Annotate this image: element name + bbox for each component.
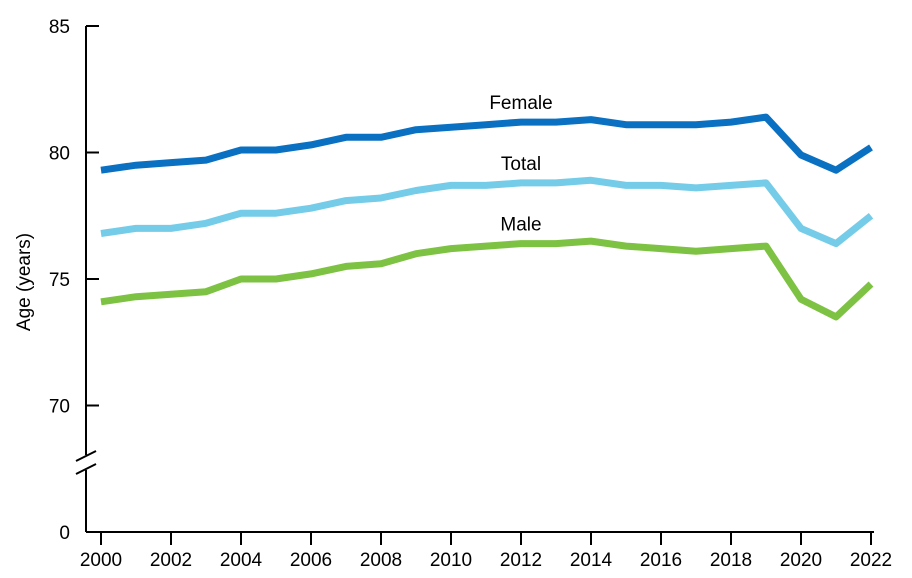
- x-tick-label-2006: 2006: [290, 550, 332, 571]
- x-tick-label-2004: 2004: [220, 550, 263, 571]
- x-tick-label-2022: 2022: [850, 550, 892, 571]
- y-tick-label-0: 0: [59, 523, 70, 544]
- axis-break-mark-1: [75, 450, 97, 462]
- series-line-female: [100, 113, 873, 174]
- axis-break-mark-2: [75, 463, 97, 475]
- x-tick-label-2016: 2016: [640, 550, 682, 571]
- series-labels: Female Total Male: [489, 93, 552, 235]
- series-group: [100, 113, 874, 321]
- y-tick-label-75: 75: [49, 270, 70, 291]
- x-tick-label-2000: 2000: [80, 550, 122, 571]
- y-ticks: 0 70 75 80 85: [49, 17, 99, 544]
- x-ticks: 2000 2002 2004 2006 2008 2010 2012 2014 2016 2018…: [80, 532, 892, 571]
- series-label-total: Total: [501, 154, 541, 175]
- series-line-male: [100, 237, 874, 321]
- x-tick-label-2014: 2014: [570, 550, 613, 571]
- x-tick-label-2020: 2020: [780, 550, 822, 571]
- x-tick-label-2010: 2010: [430, 550, 472, 571]
- x-tick-label-2018: 2018: [710, 550, 752, 571]
- y-tick-label-85: 85: [49, 17, 70, 38]
- y-tick-label-70: 70: [49, 397, 70, 418]
- x-tick-label-2012: 2012: [500, 550, 542, 571]
- series-line-total: [100, 176, 874, 248]
- y-tick-label-80: 80: [49, 144, 70, 165]
- y-axis-title: Age (years): [14, 233, 35, 331]
- series-label-female: Female: [489, 93, 552, 114]
- series-label-male: Male: [500, 215, 541, 236]
- x-tick-label-2008: 2008: [360, 550, 402, 571]
- x-tick-label-2002: 2002: [150, 550, 192, 571]
